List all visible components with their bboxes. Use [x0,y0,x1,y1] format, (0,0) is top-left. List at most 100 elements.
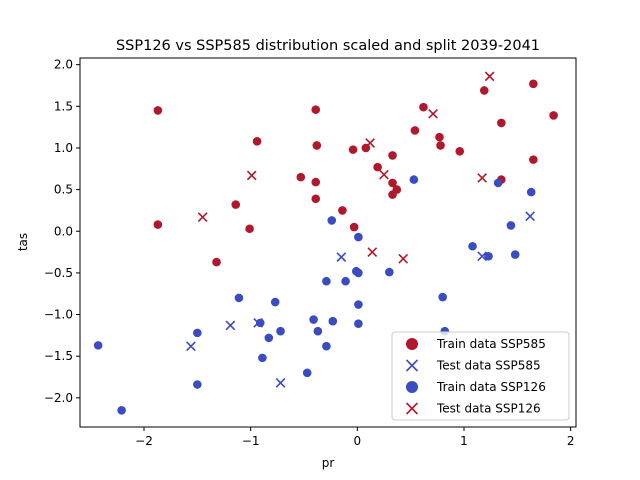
data-point [296,172,306,182]
data-point [193,380,202,389]
data-point [354,268,363,278]
data-point [311,177,321,187]
data-point [313,326,323,336]
data-point [338,206,347,215]
data-point [193,328,202,338]
data-point [322,341,331,351]
data-point [275,377,286,388]
data-point [435,132,444,142]
data-point [398,253,409,264]
legend-item: Test data SSP585 [405,359,541,373]
y-tick-label: 1.0 [54,141,73,155]
data-point [270,297,280,307]
data-point [245,224,254,234]
data-point [354,300,363,309]
data-point [365,138,375,148]
data-point [341,276,350,286]
data-point [388,178,397,188]
data-point [373,162,382,172]
data-point [455,146,465,156]
series-0 [153,79,558,267]
x-tick-label: −1 [242,434,260,448]
data-point [246,170,257,181]
data-point [327,216,337,225]
data-point [525,211,535,222]
data-point [436,141,445,150]
legend-marker [405,402,419,415]
legend-label: Train data SSP126 [436,380,546,394]
data-point [276,326,285,336]
data-point [309,315,318,324]
legend-item: Test data SSP126 [405,402,541,416]
legend-label: Test data SSP585 [436,359,541,373]
data-point [392,185,402,194]
data-point [312,141,322,150]
x-tick-label: 2 [567,434,575,448]
x-axis: −2 −1 0 1 2 [135,427,574,448]
series-3 [197,71,495,264]
legend-marker [405,359,419,372]
data-point [311,105,321,114]
data-points [93,71,558,415]
data-point [225,320,236,331]
data-point [186,341,196,352]
data-point [506,221,516,230]
x-tick-label: 0 [354,434,362,448]
data-point [258,353,267,363]
data-point [549,111,558,120]
legend-item: Train data SSP126 [406,380,546,394]
data-point [510,250,520,259]
data-point [322,276,331,286]
data-point [484,71,495,82]
legend-marker [406,381,418,393]
legend-item: Train data SSP585 [406,337,546,351]
y-tick-label: 0.0 [54,224,73,238]
data-point [477,173,487,183]
data-point [419,102,428,112]
x-axis-title: pr [322,456,335,470]
series-2 [93,175,536,415]
y-tick-label: 0.5 [54,183,73,197]
data-point [231,200,241,209]
data-point [379,169,389,180]
data-point [302,368,312,378]
data-point [438,292,447,302]
y-tick-label: −0.5 [44,266,73,280]
data-point [311,194,321,204]
data-point [529,79,538,89]
data-point [526,187,536,197]
data-point [497,118,506,128]
data-point [336,252,347,262]
data-point [197,212,208,222]
data-point [255,318,265,328]
y-tick-label: 2.0 [54,58,73,72]
data-point [117,406,126,415]
y-tick-label: −2.0 [44,391,73,405]
data-point [484,251,493,261]
legend-label: Train data SSP585 [436,337,546,351]
data-point [252,136,262,146]
y-axis: −2.0 −1.5 −1.0 −0.5 0.0 0.5 1.0 1.5 2.0 [44,58,80,405]
data-point [529,155,538,164]
data-point [477,251,487,262]
data-point [234,293,244,303]
data-point [349,222,359,232]
x-tick-label: −2 [135,434,153,448]
data-point [479,86,489,95]
x-tick-label: 1 [460,434,468,448]
data-point [468,241,477,251]
data-point [388,151,397,160]
y-tick-label: 1.5 [54,99,73,113]
data-point [354,319,363,329]
legend-marker [406,338,418,350]
data-point [348,145,358,154]
data-point [410,126,420,135]
chart-title: SSP126 vs SSP585 distribution scaled and… [116,38,540,54]
y-tick-label: −1.5 [44,349,73,363]
data-point [367,247,378,257]
data-point [354,232,363,242]
data-point [409,175,419,184]
data-point [493,178,503,188]
data-point [212,257,221,267]
